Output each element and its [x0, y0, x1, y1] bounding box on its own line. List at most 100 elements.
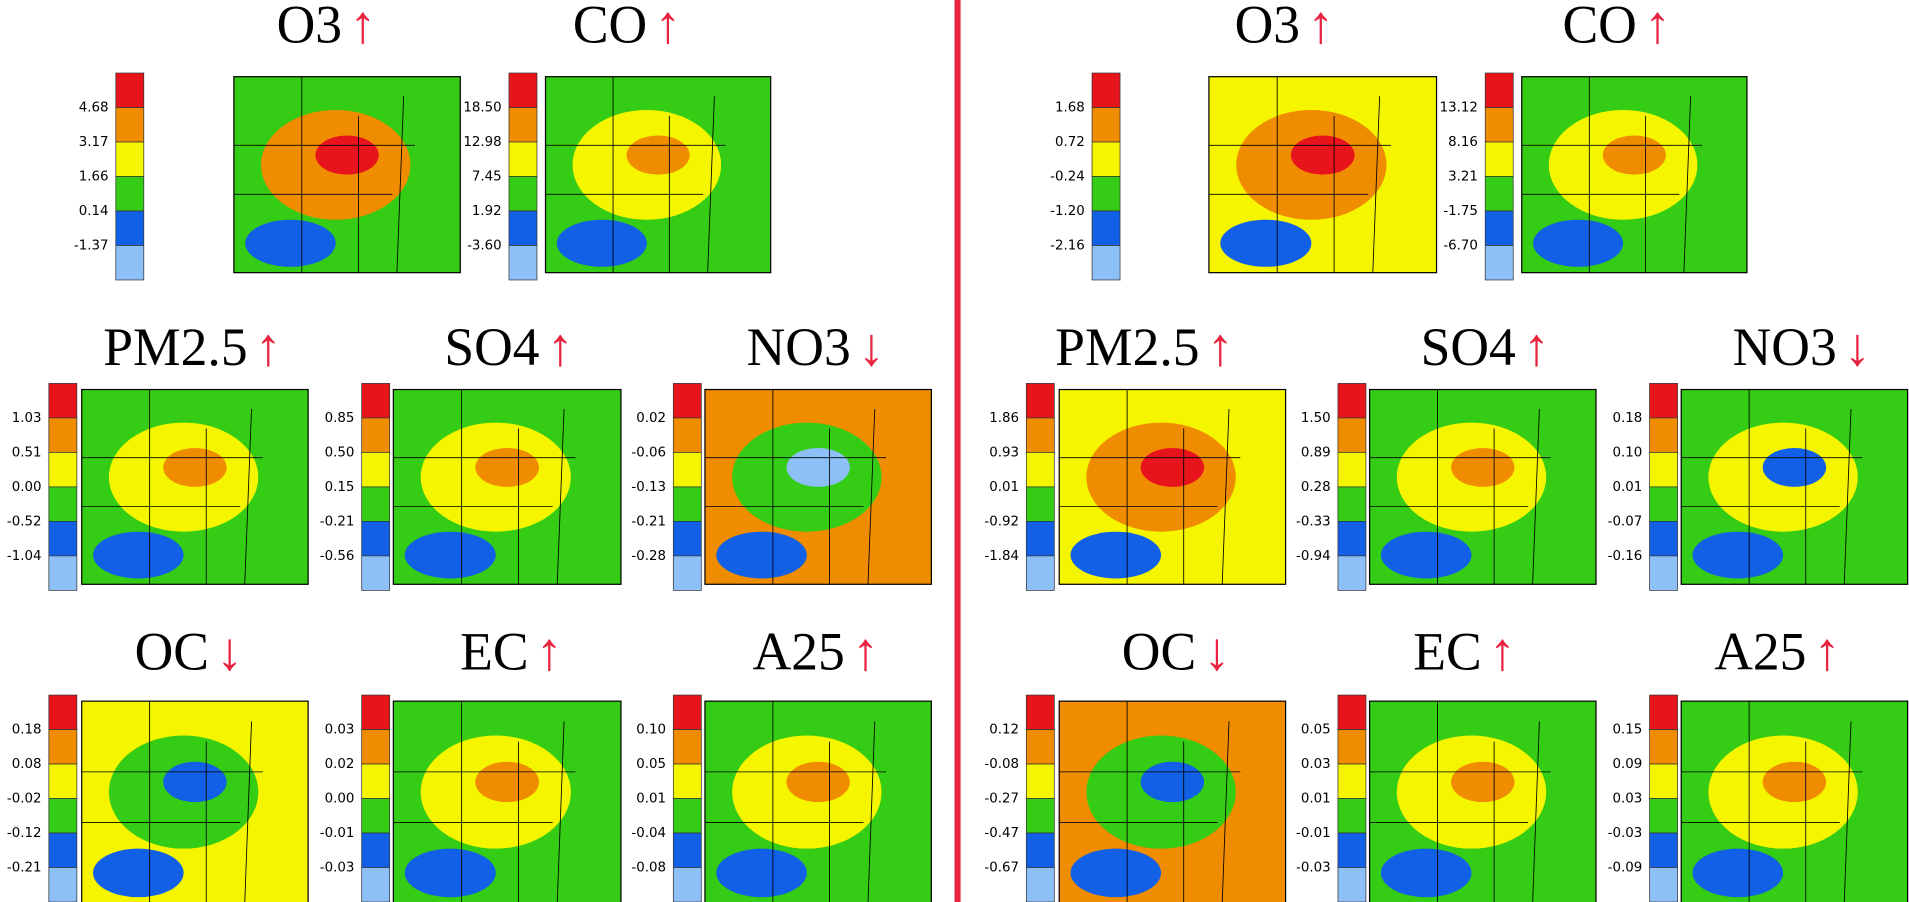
- map-region: [1602, 135, 1666, 175]
- map-region: [315, 135, 379, 175]
- map-region: [1762, 447, 1827, 487]
- map-region: [404, 848, 496, 898]
- colorbar-label: 1.68: [1055, 101, 1085, 116]
- colorbar-cell: [1337, 452, 1367, 488]
- map-borders: [393, 701, 576, 902]
- map-region: [163, 761, 227, 803]
- colorbar-label: 0.10: [1612, 445, 1642, 460]
- title-text: O3: [1235, 0, 1300, 55]
- map-fill: [81, 701, 309, 902]
- map-borders: [1681, 701, 1863, 902]
- title-text: OC: [135, 622, 209, 682]
- map-fill: [545, 76, 771, 273]
- colorbar-label: -0.16: [1608, 549, 1643, 564]
- colorbar-cell: [1484, 141, 1514, 177]
- colorbar-cell: [48, 417, 78, 453]
- colorbar-cell: [1025, 417, 1055, 453]
- colorbar-label: -1.20: [1050, 204, 1085, 219]
- divider: [954, 0, 961, 902]
- colorbar-cell: [1649, 417, 1678, 453]
- colorbar-cell: [115, 72, 145, 108]
- colorbar-label: 0.01: [636, 792, 666, 807]
- map-region: [1380, 848, 1472, 898]
- colorbar-label: 0.01: [989, 480, 1019, 495]
- colorbar-cell: [1337, 486, 1367, 522]
- colorbar-label: 3.21: [1448, 170, 1478, 185]
- map-frame: [1680, 700, 1909, 902]
- map-title: NO3 ↓: [747, 317, 885, 377]
- colorbar-label: 0.15: [325, 480, 355, 495]
- colorbar-cell: [361, 521, 391, 557]
- colorbar-cell: [1091, 176, 1121, 212]
- map: [544, 76, 772, 274]
- colorbar-cell: [508, 176, 538, 212]
- map-region: [1451, 761, 1515, 803]
- colorbar-label: -0.03: [1296, 861, 1331, 876]
- colorbar-label: 0.15: [1612, 723, 1642, 738]
- title-text: SO4: [1421, 317, 1516, 377]
- map-region: [475, 761, 540, 803]
- map-region: [1380, 531, 1472, 579]
- title-text: NO3: [1733, 317, 1837, 377]
- colorbar-label: 0.08: [12, 757, 42, 772]
- map-borders: [81, 389, 263, 585]
- map-fill: [81, 389, 309, 585]
- map-frame: [1368, 700, 1597, 902]
- map-fill: [233, 76, 461, 273]
- map-fill: [1059, 389, 1286, 585]
- map-fill: [1369, 701, 1597, 902]
- map-borders: [1059, 701, 1241, 902]
- colorbar-cell: [1025, 383, 1055, 419]
- map-region: [1692, 848, 1784, 898]
- colorbar-cell: [1091, 107, 1121, 143]
- map: [1680, 700, 1909, 902]
- map-borders: [545, 76, 726, 273]
- map: [1368, 700, 1597, 902]
- colorbar-cell: [361, 417, 391, 453]
- colorbar-label: -1.75: [1443, 204, 1478, 219]
- title-text: O3: [277, 0, 342, 55]
- colorbar-label: -1.84: [984, 549, 1019, 564]
- colorbar-label: 1.86: [989, 411, 1019, 426]
- trend-arrow: ↑: [852, 622, 879, 682]
- title-text: EC: [460, 622, 528, 682]
- map-region: [1451, 447, 1515, 487]
- colorbar-label: 0.72: [1055, 135, 1085, 150]
- colorbar-cell: [1337, 832, 1367, 868]
- colorbar-label: -2.16: [1050, 238, 1085, 253]
- map-fill: [393, 701, 621, 902]
- map: [392, 700, 622, 902]
- map-fill: [1059, 701, 1286, 902]
- map-frame: [81, 388, 309, 585]
- colorbar-cell: [1025, 452, 1055, 488]
- colorbar-cell: [361, 832, 391, 868]
- title-text: PM2.5: [1055, 317, 1199, 377]
- title-text: A25: [1714, 622, 1806, 682]
- map-frame: [1368, 388, 1597, 585]
- map-fill: [1369, 389, 1597, 585]
- colorbar-label: 0.51: [12, 445, 42, 460]
- trend-arrow: ↑: [349, 0, 376, 55]
- map: [81, 700, 309, 902]
- colorbar-label: -0.33: [1296, 514, 1331, 529]
- colorbar-cell: [361, 867, 391, 902]
- map-region: [1533, 219, 1624, 267]
- colorbar-cell: [1649, 486, 1678, 522]
- colorbar-label: -0.52: [7, 514, 42, 529]
- trend-arrow: ↑: [1644, 0, 1671, 55]
- map-frame: [1058, 388, 1287, 585]
- colorbar-cell: [1484, 72, 1514, 108]
- trend-arrow: ↑: [1207, 317, 1234, 377]
- map-title: PM2.5 ↑: [1055, 317, 1233, 377]
- colorbar-cell: [361, 452, 391, 488]
- map-fill: [1521, 76, 1747, 273]
- map-borders: [1521, 76, 1702, 273]
- colorbar-label: 0.12: [989, 723, 1019, 738]
- map-region: [556, 219, 647, 267]
- map: [233, 76, 461, 274]
- colorbar-label: 1.50: [1301, 411, 1331, 426]
- map-region: [245, 219, 336, 267]
- colorbar-cell: [361, 798, 391, 834]
